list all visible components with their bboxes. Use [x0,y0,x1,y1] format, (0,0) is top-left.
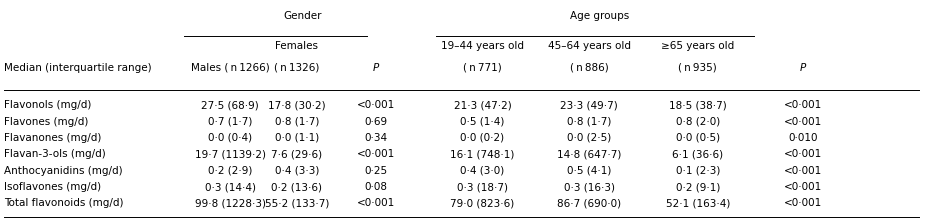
Text: <0·001: <0·001 [356,149,395,159]
Text: Isoflavones (mg/d): Isoflavones (mg/d) [4,182,101,192]
Text: 0·3 (14·4): 0·3 (14·4) [205,182,255,192]
Text: 99·8 (1228·3): 99·8 (1228·3) [195,198,265,208]
Text: Flavanones (mg/d): Flavanones (mg/d) [4,133,101,143]
Text: <0·001: <0·001 [782,198,821,208]
Text: ≥65 years old: ≥65 years old [661,41,733,51]
Text: <0·001: <0·001 [356,100,395,110]
Text: 45–64 years old: 45–64 years old [547,41,630,51]
Text: 0·2 (9·1): 0·2 (9·1) [675,182,719,192]
Text: Age groups: Age groups [569,11,629,21]
Text: 6·1 (36·6): 6·1 (36·6) [671,149,723,159]
Text: 18·5 (38·7): 18·5 (38·7) [668,100,726,110]
Text: 0·34: 0·34 [364,133,387,143]
Text: 0·010: 0·010 [787,133,817,143]
Text: 0·2 (2·9): 0·2 (2·9) [208,166,252,176]
Text: 55·2 (133·7): 55·2 (133·7) [264,198,329,208]
Text: <0·001: <0·001 [356,198,395,208]
Text: 16·1 (748·1): 16·1 (748·1) [450,149,514,159]
Text: <0·001: <0·001 [782,100,821,110]
Text: Gender: Gender [284,11,322,21]
Text: P: P [799,63,805,73]
Text: <0·001: <0·001 [782,117,821,127]
Text: Flavones (mg/d): Flavones (mg/d) [4,117,88,127]
Text: 0·5 (1·4): 0·5 (1·4) [460,117,504,127]
Text: 0·5 (4·1): 0·5 (4·1) [566,166,611,176]
Text: 0·8 (1·7): 0·8 (1·7) [274,117,319,127]
Text: 27·5 (68·9): 27·5 (68·9) [201,100,259,110]
Text: 0·3 (16·3): 0·3 (16·3) [564,182,614,192]
Text: 0·3 (18·7): 0·3 (18·7) [457,182,507,192]
Text: 0·0 (0·5): 0·0 (0·5) [675,133,719,143]
Text: 0·0 (1·1): 0·0 (1·1) [274,133,319,143]
Text: 0·0 (0·4): 0·0 (0·4) [208,133,252,143]
Text: 52·1 (163·4): 52·1 (163·4) [665,198,730,208]
Text: 17·8 (30·2): 17·8 (30·2) [268,100,325,110]
Text: 19·7 (1139·2): 19·7 (1139·2) [195,149,265,159]
Text: 0·8 (2·0): 0·8 (2·0) [675,117,719,127]
Text: Flavan-3-ols (mg/d): Flavan-3-ols (mg/d) [4,149,106,159]
Text: ( n 886): ( n 886) [569,63,608,73]
Text: 0·4 (3·0): 0·4 (3·0) [460,166,504,176]
Text: 86·7 (690·0): 86·7 (690·0) [556,198,621,208]
Text: Total flavonoids (mg/d): Total flavonoids (mg/d) [4,198,123,208]
Text: 0·69: 0·69 [364,117,387,127]
Text: Females: Females [275,41,318,51]
Text: 79·0 (823·6): 79·0 (823·6) [450,198,514,208]
Text: 19–44 years old: 19–44 years old [440,41,524,51]
Text: 0·0 (2·5): 0·0 (2·5) [566,133,611,143]
Text: 0·8 (1·7): 0·8 (1·7) [566,117,611,127]
Text: <0·001: <0·001 [782,166,821,176]
Text: 0·08: 0·08 [364,182,387,192]
Text: 0·4 (3·3): 0·4 (3·3) [274,166,319,176]
Text: Flavonols (mg/d): Flavonols (mg/d) [4,100,91,110]
Text: 23·3 (49·7): 23·3 (49·7) [560,100,617,110]
Text: Median (interquartile range): Median (interquartile range) [4,63,151,73]
Text: 21·3 (47·2): 21·3 (47·2) [453,100,511,110]
Text: ( n 1326): ( n 1326) [274,63,319,73]
Text: ( n 935): ( n 935) [678,63,717,73]
Text: 0·2 (13·6): 0·2 (13·6) [272,182,322,192]
Text: 0·1 (2·3): 0·1 (2·3) [675,166,719,176]
Text: 0·25: 0·25 [364,166,387,176]
Text: <0·001: <0·001 [782,149,821,159]
Text: <0·001: <0·001 [782,182,821,192]
Text: P: P [373,63,378,73]
Text: 0·7 (1·7): 0·7 (1·7) [208,117,252,127]
Text: Males ( n 1266): Males ( n 1266) [191,63,269,73]
Text: 0·0 (0·2): 0·0 (0·2) [460,133,504,143]
Text: 14·8 (647·7): 14·8 (647·7) [556,149,621,159]
Text: Anthocyanidins (mg/d): Anthocyanidins (mg/d) [4,166,122,176]
Text: ( n 771): ( n 771) [463,63,502,73]
Text: 7·6 (29·6): 7·6 (29·6) [271,149,323,159]
